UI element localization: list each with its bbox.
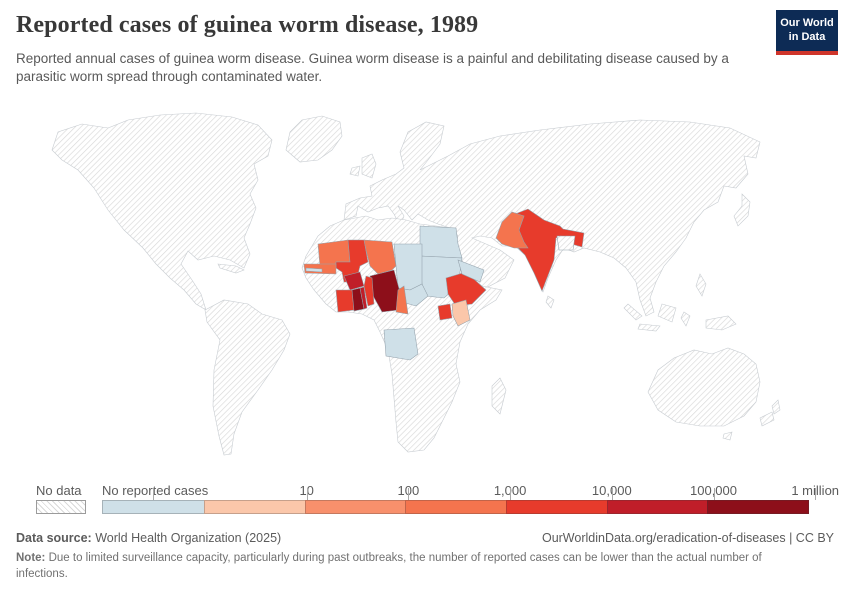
owid-logo[interactable]: Our World in Data [776, 10, 838, 55]
landmass-north-america [51, 112, 273, 311]
note-label: Note: [16, 552, 46, 564]
page-title: Reported cases of guinea worm disease, 1… [16, 12, 479, 38]
country-bangladesh-no-data[interactable] [556, 235, 576, 251]
note-text: Due to limited surveillance capacity, pa… [16, 552, 762, 580]
landmass-new-guinea [705, 315, 737, 331]
country-egypt[interactable] [419, 225, 463, 259]
legend-tick-mark [611, 488, 613, 500]
data-source-text: World Health Organization (2025) [91, 531, 282, 545]
legend-segment-100-1000[interactable] [405, 500, 508, 514]
landmass-java [637, 323, 661, 332]
landmass-new-zealand-south [759, 411, 775, 427]
country-cameroon[interactable] [395, 285, 409, 315]
country-kenya[interactable] [451, 299, 471, 327]
footer-note: Note: Due to limited surveillance capaci… [16, 551, 794, 582]
landmass-caribbean [217, 263, 245, 274]
legend-tick-mark [408, 488, 410, 500]
landmass-borneo [657, 303, 677, 323]
legend-segment-10-100[interactable] [304, 500, 407, 514]
legend-tick-mark [306, 488, 308, 500]
landmass-ireland [349, 165, 361, 177]
map-legend: No data No reported cases 101001,00010,0… [0, 480, 850, 520]
legend-tick-mark [510, 488, 512, 500]
legend-segment-0[interactable] [102, 500, 205, 514]
world-map [0, 108, 850, 480]
country-togo[interactable] [359, 286, 368, 310]
legend-segment-100000-1000000[interactable] [707, 500, 810, 514]
legend-tick-mark [713, 488, 715, 500]
country-chad[interactable] [393, 243, 423, 291]
chart-subtitle: Reported annual cases of guinea worm dis… [16, 51, 729, 84]
country-benin[interactable] [363, 275, 375, 307]
landmass-sri-lanka [545, 295, 555, 309]
landmass-new-zealand-north [771, 399, 781, 415]
landmass-sumatra [623, 303, 643, 321]
legend-segment-10000-100000[interactable] [606, 500, 709, 514]
country-uganda[interactable] [437, 303, 453, 321]
legend-tick-mark [815, 488, 817, 500]
data-source-label: Data source: [16, 531, 92, 545]
legend-tick-mark [153, 488, 154, 500]
country-gambia[interactable] [305, 267, 323, 273]
country-angola[interactable] [383, 327, 419, 361]
landmass-britain [361, 153, 377, 179]
legend-no-data-label: No data [36, 483, 82, 498]
owid-logo-box: Our World in Data [776, 10, 838, 51]
legend-segment-1000-10000[interactable] [506, 500, 608, 514]
footer: Data source: World Health Organization (… [16, 531, 834, 545]
country-yemen[interactable] [457, 259, 485, 283]
legend-color-bar [102, 500, 810, 514]
landmass-australia [647, 347, 761, 427]
landmass-tasmania [722, 431, 733, 441]
legend-no-data-swatch[interactable] [36, 500, 86, 514]
landmass-sulawesi [680, 311, 691, 327]
legend-zero-label: No reported cases [102, 483, 209, 498]
owid-link[interactable]: OurWorldinData.org/eradication-of-diseas… [541, 531, 834, 545]
landmass-philippines [695, 273, 707, 297]
owid-logo-red-bar [776, 50, 838, 55]
country-cote-divoire[interactable] [335, 289, 355, 313]
landmass-greenland [285, 115, 343, 163]
legend-segment-1-10[interactable] [204, 500, 306, 514]
country-mali[interactable] [335, 239, 369, 283]
landmass-madagascar [491, 377, 507, 415]
owid-logo-line2: in Data [788, 30, 826, 43]
owid-logo-line1: Our World [780, 17, 834, 29]
landmass-eurasia [343, 119, 761, 317]
landmass-japan [733, 193, 751, 227]
country-pakistan[interactable] [495, 211, 529, 249]
landmass-south-america [204, 299, 291, 456]
